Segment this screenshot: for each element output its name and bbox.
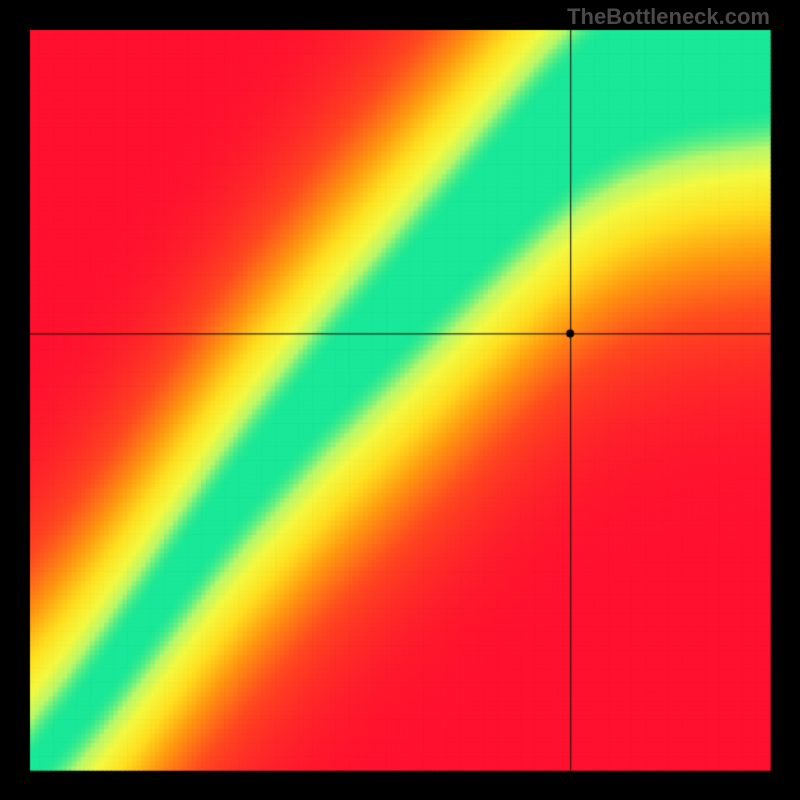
bottleneck-heatmap <box>0 0 800 800</box>
chart-container: TheBottleneck.com <box>0 0 800 800</box>
watermark-text: TheBottleneck.com <box>567 4 770 30</box>
